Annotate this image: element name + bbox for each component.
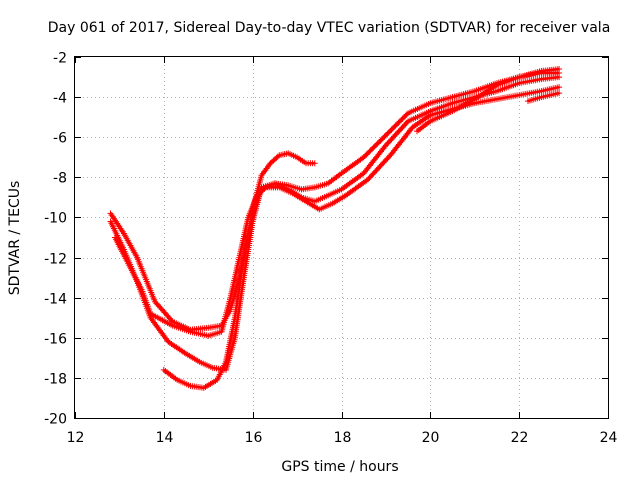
data-point-marker	[387, 128, 394, 135]
data-point-marker	[258, 188, 265, 195]
data-point-marker	[394, 121, 400, 128]
data-point-marker	[556, 66, 563, 72]
data-point-marker	[401, 114, 407, 121]
data-point-marker	[366, 148, 373, 155]
x-tick-label: 18	[334, 430, 352, 446]
data-point-marker	[402, 112, 409, 119]
data-point-marker	[362, 152, 369, 159]
data-point-marker	[360, 154, 367, 161]
data-point-marker	[381, 133, 388, 140]
y-tick-label: -8	[53, 171, 67, 187]
x-tick-label: 16	[245, 430, 263, 446]
data-point-marker	[273, 154, 280, 161]
axis-ticks	[75, 57, 609, 419]
data-point-marker	[384, 130, 391, 137]
y-tick-label: -14	[44, 292, 67, 308]
series-track-5	[414, 66, 563, 135]
data-point-marker	[374, 140, 381, 147]
data-point-marker	[370, 144, 377, 151]
chart-title: Day 061 of 2017, Sidereal Day-to-day VTE…	[48, 20, 611, 36]
data-point-marker	[371, 143, 378, 150]
x-tick-label: 22	[511, 430, 529, 446]
data-point-marker	[391, 123, 398, 130]
x-axis-label: GPS time / hours	[281, 459, 398, 475]
data-point-marker	[382, 132, 389, 139]
data-point-marker	[388, 126, 395, 133]
y-tick-label: -6	[53, 131, 67, 147]
data-point-marker	[363, 151, 370, 158]
data-point-marker	[395, 119, 402, 126]
data-point-marker	[385, 129, 392, 136]
data-point-marker	[399, 115, 406, 122]
data-point-marker	[392, 122, 399, 129]
data-point-marker	[376, 139, 382, 146]
plot-frame	[74, 56, 609, 419]
y-tick-label: -2	[53, 51, 67, 67]
data-point-marker	[377, 137, 384, 144]
data-point-marker	[556, 74, 563, 81]
y-tick-label: -4	[53, 91, 67, 107]
y-tick-label: -20	[44, 412, 67, 428]
data-point-marker	[396, 118, 403, 125]
x-tick-label: 14	[156, 430, 174, 446]
axis-tick-labels: 12 14 16 18 20 22 24 -20 -18 -16 -14 -12 -10 -8 -6 -4 -2	[44, 51, 617, 447]
y-tick-label: -12	[44, 252, 67, 268]
y-tick-label: -10	[44, 211, 67, 227]
series-track-4	[160, 150, 318, 391]
data-point-marker	[311, 160, 318, 167]
data-point-marker	[373, 141, 380, 148]
data-point-marker	[380, 135, 387, 141]
data-series	[107, 66, 563, 391]
y-tick-label: -18	[44, 372, 67, 388]
y-axis-label: SDTVAR / TECUs	[7, 181, 23, 296]
data-point-marker	[556, 84, 563, 91]
y-tick-label: -16	[44, 332, 67, 348]
data-point-marker	[389, 125, 396, 132]
data-point-marker	[403, 111, 410, 118]
data-point-marker	[378, 136, 385, 143]
x-tick-label: 12	[67, 430, 85, 446]
x-tick-label: 20	[422, 430, 440, 446]
data-point-marker	[556, 90, 563, 97]
data-point-marker	[364, 150, 371, 157]
data-point-marker	[367, 147, 374, 154]
x-tick-label: 24	[600, 430, 618, 446]
data-point-marker	[398, 117, 405, 123]
series-track-6	[525, 90, 563, 105]
data-point-marker	[369, 146, 375, 152]
